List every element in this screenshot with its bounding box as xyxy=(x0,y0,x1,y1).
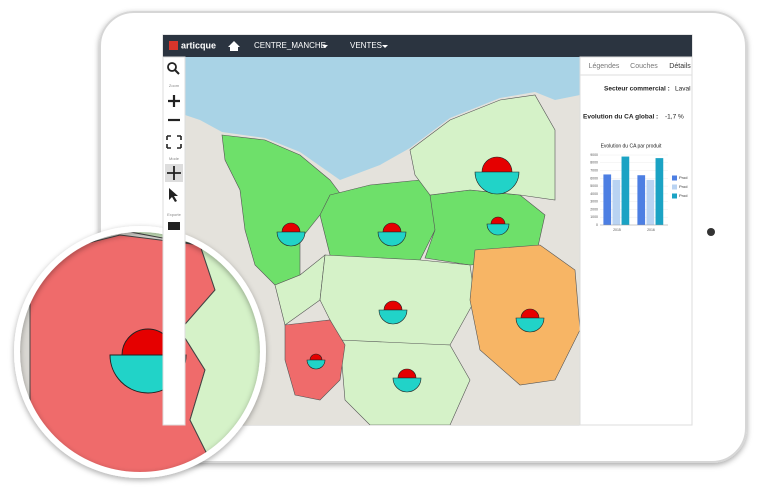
home-button xyxy=(707,228,715,236)
map xyxy=(185,57,580,425)
bar xyxy=(655,158,664,225)
x-tick-label: 2016 xyxy=(647,228,655,232)
symbol-bottom xyxy=(306,359,326,370)
bar xyxy=(621,156,630,225)
sector-value: Laval xyxy=(675,86,691,93)
y-tick-label: 9000 xyxy=(590,153,598,157)
bar xyxy=(612,179,621,225)
legend-label: Prod xyxy=(679,175,687,180)
y-tick-label: 5000 xyxy=(590,184,598,188)
symbol-bottom xyxy=(276,231,306,247)
symbol-bottom xyxy=(486,223,510,236)
tool-label: Zoom xyxy=(169,83,180,88)
home-icon[interactable] xyxy=(228,41,240,51)
caret xyxy=(382,45,388,48)
evolution-label: Evolution du CA global : xyxy=(583,114,658,121)
symbol-top xyxy=(520,308,540,319)
region-west xyxy=(274,254,326,326)
y-tick-label: 4000 xyxy=(590,192,598,196)
bar xyxy=(637,175,646,225)
symbol-top xyxy=(309,353,323,361)
nav-item[interactable]: VENTES xyxy=(350,41,382,50)
fullscreen[interactable] xyxy=(166,135,182,149)
logo-icon xyxy=(169,41,178,50)
tool-label: Mode xyxy=(169,156,180,161)
caret xyxy=(322,45,328,48)
print-icon[interactable] xyxy=(168,222,180,230)
chart-title: Evolution du CA par produit xyxy=(601,143,662,149)
symbol-top xyxy=(490,216,506,225)
bar xyxy=(646,179,655,225)
symbol-top xyxy=(397,368,417,379)
select-icon[interactable] xyxy=(169,188,178,202)
symbol-bottom xyxy=(377,231,407,247)
legend-swatch xyxy=(672,175,677,181)
symbol-top xyxy=(383,300,403,311)
y-tick-label: 0 xyxy=(596,223,598,227)
region-manche xyxy=(221,134,346,286)
region-calvados xyxy=(319,179,441,266)
toolbar xyxy=(162,56,186,426)
symbol-bottom xyxy=(474,171,520,195)
nav-item[interactable]: CENTRE_MANCHE xyxy=(254,41,326,50)
sector-label: Secteur commercial : xyxy=(604,86,670,93)
legend-label: Prod xyxy=(679,184,687,189)
pan-icon xyxy=(167,166,181,180)
lens-green-region xyxy=(119,230,262,474)
legend-label: Prod xyxy=(679,193,687,198)
evolution-value: -1,7 % xyxy=(665,114,684,121)
symbol-top xyxy=(481,156,513,173)
magnifier-ring xyxy=(14,226,266,478)
legend-swatch xyxy=(672,193,677,199)
symbol-top xyxy=(382,222,402,233)
symbol-bottom xyxy=(378,309,408,325)
y-tick-label: 8000 xyxy=(590,161,598,165)
symbol-top xyxy=(281,222,301,233)
symbol-bottom xyxy=(392,377,422,393)
side-panel xyxy=(579,56,693,426)
navbar xyxy=(163,35,692,57)
y-tick-label: 7000 xyxy=(590,168,598,172)
y-tick-label: 1000 xyxy=(590,215,598,219)
tab-active[interactable]: Détails xyxy=(669,63,691,70)
tool-label: Exporte xyxy=(167,212,182,217)
bar xyxy=(603,174,612,225)
search-icon-handle xyxy=(174,69,180,75)
region-orne xyxy=(319,254,476,346)
y-tick-label: 6000 xyxy=(590,176,598,180)
symbol-bottom xyxy=(515,317,545,333)
zoom-in[interactable] xyxy=(168,95,180,107)
search-icon[interactable] xyxy=(167,62,177,72)
y-tick-label: 3000 xyxy=(590,200,598,204)
x-tick-label: 2015 xyxy=(613,228,621,232)
tab[interactable]: Couches xyxy=(630,63,658,70)
sea xyxy=(185,57,580,180)
legend-swatch xyxy=(672,184,677,190)
logo: articque xyxy=(181,40,216,50)
y-tick-label: 2000 xyxy=(590,207,598,211)
map-symbols xyxy=(276,156,545,393)
tab[interactable]: Légendes xyxy=(589,63,620,70)
